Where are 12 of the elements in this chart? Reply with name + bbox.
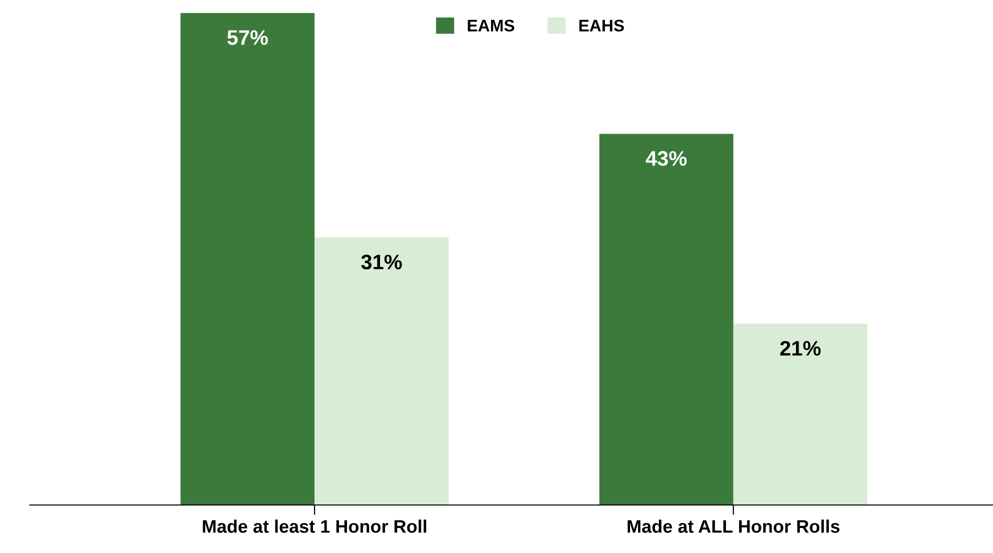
data-label: 43% — [646, 151, 687, 166]
bar — [733, 324, 868, 505]
bar — [599, 134, 734, 505]
x-tick-label: Made at ALL Honor Rolls — [628, 520, 840, 533]
legend-label: EAHS — [579, 20, 624, 32]
legend-label: EAMS — [468, 20, 514, 32]
bar — [314, 237, 449, 505]
bar — [180, 13, 315, 505]
x-tick-label: Made at least 1 Honor Roll — [202, 520, 426, 533]
data-label: 57% — [227, 30, 268, 45]
data-label: 21% — [780, 340, 821, 356]
data-label: 31% — [361, 254, 402, 270]
